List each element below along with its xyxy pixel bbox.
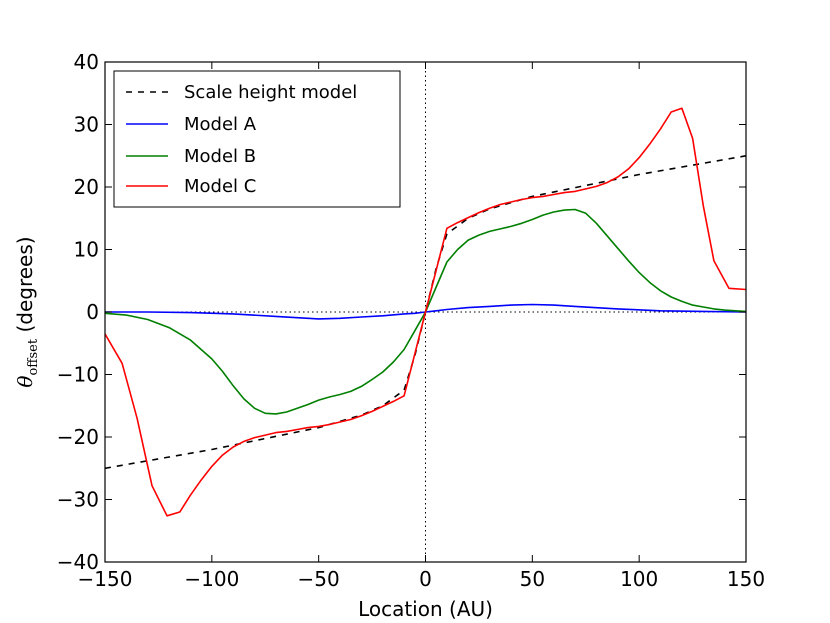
y-tick-label: −20	[57, 425, 99, 449]
y-tick-label: 30	[74, 113, 99, 137]
x-tick-label: 50	[520, 567, 545, 591]
x-tick-label: 100	[620, 567, 658, 591]
x-axis-label: Location (AU)	[358, 597, 493, 621]
y-tick-label: 20	[74, 175, 99, 199]
x-tick-label: −100	[184, 567, 239, 591]
y-tick-label: −30	[57, 488, 99, 512]
x-tick-label: 150	[727, 567, 765, 591]
y-axis-label-subscript: offset	[26, 338, 41, 375]
x-tick-label: 0	[419, 567, 432, 591]
series-line-model-b	[105, 208, 746, 415]
y-axis-label-units: (degrees)	[13, 236, 37, 338]
y-tick-label: 0	[86, 300, 99, 324]
series-line-model-a	[105, 303, 746, 320]
legend: Scale height model Model A Model B Model…	[113, 70, 401, 208]
x-tick-label: −50	[298, 567, 340, 591]
series-line-model-c	[105, 107, 746, 517]
y-tick-label: 10	[74, 238, 99, 262]
legend-label-scale-height: Scale height model	[184, 82, 357, 103]
legend-label-model-a: Model A	[184, 114, 257, 135]
series-layer	[105, 107, 746, 517]
ticks-layer: −150 −100 −50 0 50 100 150−40−30−20−1001020304…	[57, 50, 765, 591]
y-axis-label: θoffset (degrees)	[13, 236, 41, 387]
y-tick-label: −40	[57, 550, 99, 574]
y-tick-label: 40	[74, 50, 99, 74]
legend-box	[113, 70, 401, 208]
legend-label-model-c: Model C	[184, 176, 256, 197]
legend-label-model-b: Model B	[184, 146, 256, 167]
y-tick-label: −10	[57, 363, 99, 387]
x-tick-label: −150	[78, 567, 133, 591]
y-axis-label-symbol: θ	[13, 376, 37, 388]
